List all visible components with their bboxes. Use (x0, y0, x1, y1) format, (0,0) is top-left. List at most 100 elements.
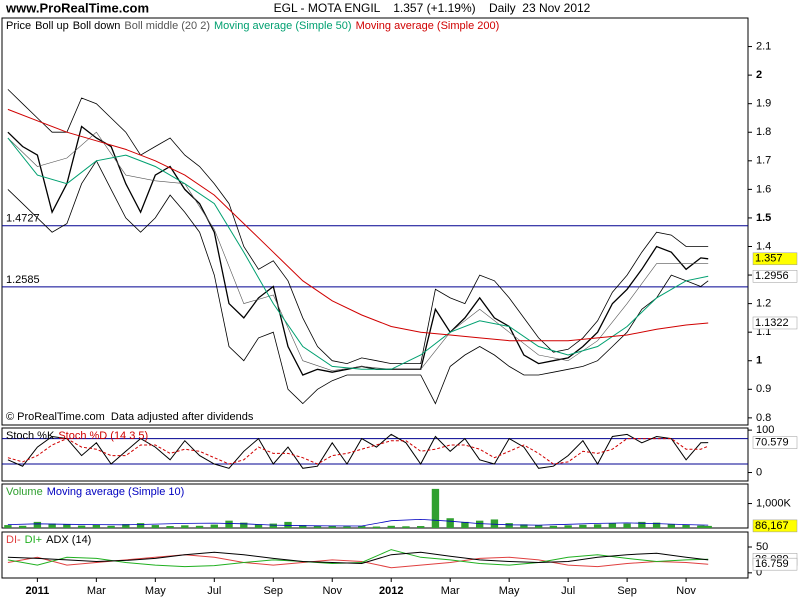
y-tick-label: 1.7 (756, 155, 771, 167)
header: EGL - MOTA ENGIL 1.357 (+1.19%) Daily 23… (274, 1, 591, 15)
volume-bar (417, 526, 425, 528)
series-line (7, 518, 709, 527)
legend-entry: Moving average (Simple 10) (47, 486, 185, 498)
x-tick-label: Mar (441, 585, 460, 597)
series-line (7, 551, 709, 565)
legend: Stoch %K Stoch %D (14 3 5) (6, 430, 148, 442)
volume-bar (136, 523, 145, 528)
y-tick-label: 1.4 (756, 240, 771, 252)
y-tick-label: 1.6 (756, 183, 771, 195)
y-tick-label: 1.8 (756, 126, 771, 138)
volume-bar (166, 526, 174, 528)
panel-frame (1, 427, 749, 482)
series-line (7, 89, 709, 365)
value-tag (752, 316, 798, 330)
legend-entry: Boll up (35, 20, 69, 32)
volume-bar (18, 525, 27, 528)
y-tick-label: 1,000K (756, 497, 792, 509)
x-tick-label: Jul (561, 585, 575, 597)
volume-bar (638, 521, 646, 528)
volume-bar (431, 488, 440, 528)
volume-bar (225, 520, 233, 528)
volume-bar (623, 523, 631, 528)
value-tag-label: 1.1322 (755, 317, 789, 329)
reference-label: 1.4727 (6, 213, 40, 225)
volume-bar (299, 525, 307, 528)
volume-bar (254, 524, 263, 528)
series-line (7, 433, 709, 469)
volume-bar (181, 525, 189, 528)
legend-entry: DI+ (25, 534, 42, 546)
y-tick-label: 1.5 (756, 212, 771, 224)
volume-bar (77, 525, 86, 528)
y-tick-label: 100 (756, 424, 774, 436)
volume-bar (490, 519, 499, 528)
volume-bar (372, 526, 381, 528)
y-tick-label: 0.8 (756, 412, 771, 424)
legend-entry: Moving average (Simple 50) (214, 20, 352, 32)
volume-bar (63, 524, 71, 528)
volume-bar (704, 525, 712, 528)
y-tick-label: 1.2 (756, 298, 771, 310)
volume-bar (475, 520, 484, 528)
volume-bar (92, 524, 101, 528)
panel-frame (1, 17, 749, 426)
y-tick-label: 0 (756, 567, 762, 579)
plot-area (2, 433, 748, 469)
y-tick-label: 2.1 (756, 40, 771, 52)
value-tag (752, 519, 798, 533)
y-tick-label: 50 (756, 541, 768, 553)
value-tag-label: 1.2956 (755, 270, 789, 282)
series-line (7, 131, 709, 372)
value-tag-label: 86,167 (755, 520, 789, 532)
series-line (7, 549, 709, 568)
volume-bar (33, 521, 42, 528)
volume-bar (667, 524, 676, 528)
y-tick-label: 1 (756, 355, 762, 367)
volume-bar (549, 525, 558, 528)
y-tick-label: 2 (756, 69, 762, 81)
y-tick-label: 0.9 (756, 383, 771, 395)
series-line (7, 438, 709, 465)
x-tick-label: Mar (87, 585, 106, 597)
volume-bar (48, 523, 56, 528)
volume-bar (652, 522, 661, 528)
x-tick-label: Sep (617, 585, 637, 597)
volume-bar (608, 523, 617, 528)
volume-bar (579, 524, 587, 528)
volume-bar (328, 525, 336, 528)
value-tag-label: 16.759 (755, 558, 789, 570)
x-tick-label: Nov (676, 585, 696, 597)
volume-bar (534, 525, 543, 528)
volume-bar (210, 524, 218, 528)
x-tick-label: Sep (263, 585, 283, 597)
value-tag (752, 252, 798, 266)
x-tick-label: 2012 (379, 585, 403, 597)
value-tag (752, 557, 798, 571)
site-name: www.ProRealTime.com (5, 0, 149, 15)
volume-bar (520, 524, 528, 528)
volume-bar (593, 524, 602, 528)
volume-bar (151, 525, 160, 528)
volume-bar (505, 523, 513, 528)
legend-entry: DI- (6, 534, 21, 546)
volume-bar (461, 521, 469, 528)
legend-entry: ADX (14) (46, 534, 91, 546)
volume-bar (697, 525, 705, 528)
x-tick-label: May (499, 585, 520, 597)
x-tick-label: 2011 (25, 585, 49, 597)
series-line (7, 160, 709, 405)
legend: Price Boll up Boll down Boll middle (20 2) M… (6, 20, 499, 32)
legend-entry: Stoch %K (6, 430, 55, 442)
plot-area (4, 488, 712, 528)
legend-entry: Price (6, 20, 31, 32)
plot-area: 1.4727 1.2585 (2, 89, 748, 405)
value-tag (752, 436, 798, 449)
volume-bar (313, 525, 322, 528)
legend-entry: Moving average (Simple 200) (356, 20, 500, 32)
volume-bar (387, 525, 395, 528)
volume-bar (240, 522, 248, 528)
legend: DI- DI+ ADX (14) (6, 534, 91, 546)
y-tick-label: 0 (756, 466, 762, 478)
